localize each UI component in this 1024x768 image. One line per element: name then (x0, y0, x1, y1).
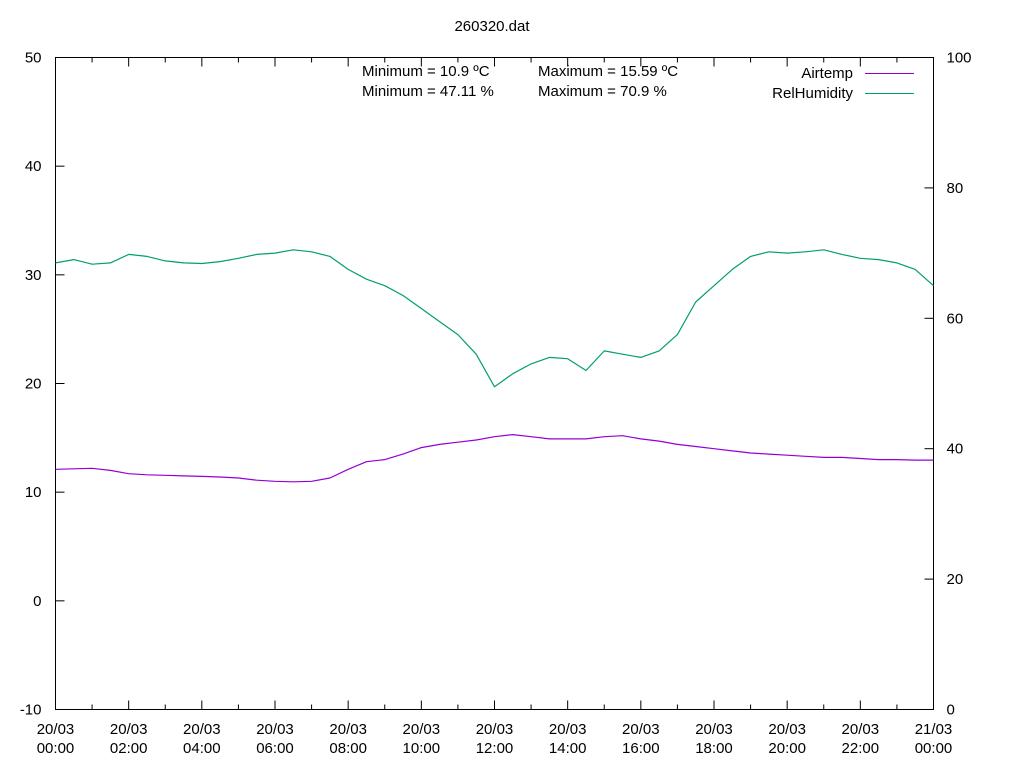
x-tick-label-time: 06:00 (256, 740, 294, 757)
x-tick-label-date: 20/03 (110, 721, 148, 738)
chart-title: 260320.dat (454, 18, 530, 35)
y-tick-label: 20 (25, 376, 42, 393)
x-tick-label-time: 00:00 (37, 740, 75, 757)
y-tick-label: 0 (33, 593, 41, 610)
x-tick-label-time: 18:00 (695, 740, 733, 757)
x-tick-label-time: 14:00 (549, 740, 587, 757)
x-tick-label-time: 00:00 (915, 740, 953, 757)
y2-tick-label: 60 (947, 310, 964, 327)
y-tick-label: 50 (25, 50, 42, 67)
series-line-relhumidity (55, 249, 934, 388)
y-axis-left: -10 0 10 20 30 40 50 (20, 50, 65, 719)
x-tick-label-time: 20:00 (768, 740, 806, 757)
y2-tick-label: 100 (947, 50, 972, 67)
x-tick-label-time: 08:00 (329, 740, 367, 757)
x-tick-label-date: 20/03 (476, 721, 514, 738)
annotation-temp-max: Maximum = 15.59 ºC (538, 63, 678, 80)
y-tick-label: -10 (20, 702, 42, 719)
annotation-humidity-min: Minimum = 47.11 % (362, 83, 494, 100)
x-tick-label-date: 20/03 (329, 721, 367, 738)
plot-frame (55, 57, 934, 710)
legend-label-relhumidity: RelHumidity (772, 85, 853, 102)
y-tick-label: 40 (25, 158, 42, 175)
series-lines (55, 249, 934, 483)
x-tick-label-date: 20/03 (183, 721, 221, 738)
x-tick-label-time: 16:00 (622, 740, 660, 757)
series-line-airtemp (55, 434, 934, 483)
x-tick-label-date: 20/03 (622, 721, 660, 738)
annotation-temp-min: Minimum = 10.9 ºC (362, 63, 490, 80)
legend-label-airtemp: Airtemp (801, 65, 853, 82)
x-tick-label-time: 12:00 (476, 740, 514, 757)
y2-tick-label: 20 (947, 571, 964, 588)
x-tick-label-date: 20/03 (403, 721, 441, 738)
x-tick-label-date: 20/03 (256, 721, 294, 738)
x-tick-label-time: 02:00 (110, 740, 148, 757)
x-tick-label-time: 10:00 (403, 740, 441, 757)
y-tick-label: 10 (25, 484, 42, 501)
x-tick-label-date: 20/03 (695, 721, 733, 738)
x-tick-label-date: 21/03 (915, 721, 953, 738)
y2-tick-label: 0 (947, 702, 955, 719)
y2-tick-label: 40 (947, 441, 964, 458)
x-tick-label-time: 04:00 (183, 740, 221, 757)
y-axis-right: 0 20 40 60 80 100 (924, 50, 972, 719)
x-tick-label-date: 20/03 (768, 721, 806, 738)
x-axis: 20/03 00:00 20/03 02:00 20/03 04:00 20/03 06:00… (37, 57, 953, 757)
annotation-humidity-max: Maximum = 70.9 % (538, 83, 667, 100)
y2-tick-label: 80 (947, 180, 964, 197)
legend: Airtemp RelHumidity (772, 65, 914, 102)
x-tick-label-date: 20/03 (549, 721, 587, 738)
x-tick-label-time: 22:00 (842, 740, 880, 757)
x-tick-label-date: 20/03 (37, 721, 75, 738)
y-tick-label: 30 (25, 267, 42, 284)
x-tick-label-date: 20/03 (842, 721, 880, 738)
